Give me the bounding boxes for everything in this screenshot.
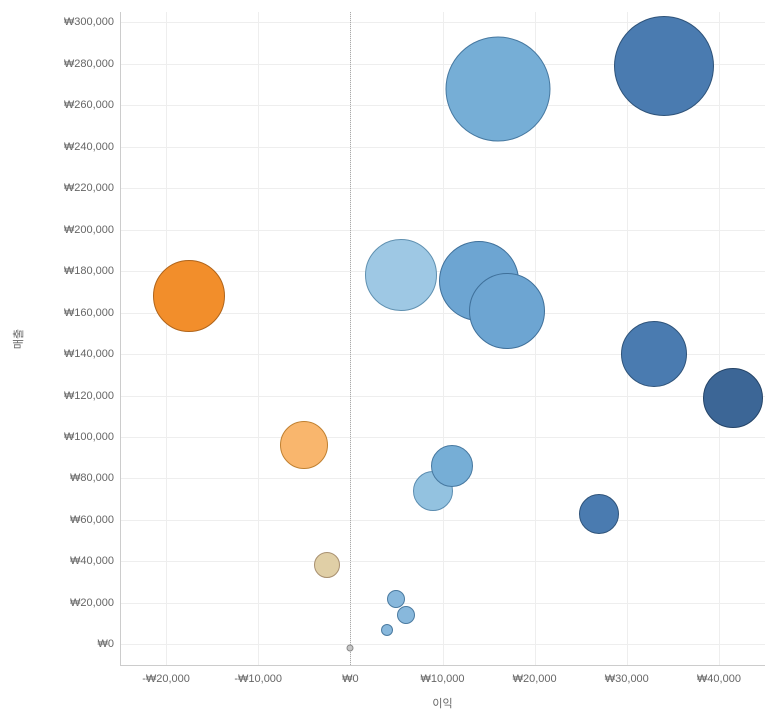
x-tick-label: ₩10,000 bbox=[420, 673, 464, 685]
y-tick-label: ₩180,000 bbox=[64, 265, 114, 277]
y-tick-label: ₩200,000 bbox=[64, 224, 114, 236]
y-axis-line bbox=[120, 12, 121, 665]
y-tick-label: ₩0 bbox=[98, 638, 115, 650]
x-tick-label: ₩0 bbox=[342, 673, 359, 685]
x-tick-label: -₩10,000 bbox=[234, 673, 282, 685]
x-tick-label: ₩20,000 bbox=[513, 673, 557, 685]
gridline-vertical bbox=[443, 12, 444, 665]
y-tick-label: ₩120,000 bbox=[64, 390, 114, 402]
y-tick-label: ₩160,000 bbox=[64, 307, 114, 319]
gridline-vertical bbox=[719, 12, 720, 665]
y-tick-label: ₩280,000 bbox=[64, 58, 114, 70]
bubble-point[interactable] bbox=[397, 606, 415, 624]
bubble-chart: 매출 이익 ₩0 ₩20,000 ₩40,000 ₩60,000 ₩80,000 ₩100… bbox=[0, 0, 773, 721]
y-tick-label: ₩300,000 bbox=[64, 16, 114, 28]
bubble-point[interactable] bbox=[381, 624, 393, 636]
y-tick-label: ₩140,000 bbox=[64, 348, 114, 360]
y-tick-label: ₩100,000 bbox=[64, 431, 114, 443]
y-tick-label: ₩40,000 bbox=[70, 555, 114, 567]
bubble-point[interactable] bbox=[703, 368, 763, 428]
y-tick-label: ₩20,000 bbox=[70, 597, 114, 609]
gridline-vertical bbox=[166, 12, 167, 665]
bubble-point[interactable] bbox=[614, 16, 714, 116]
y-tick-label: ₩60,000 bbox=[70, 514, 114, 526]
y-tick-label: ₩220,000 bbox=[64, 182, 114, 194]
bubble-point[interactable] bbox=[579, 494, 619, 534]
x-axis-line bbox=[120, 665, 765, 666]
x-tick-label: ₩40,000 bbox=[697, 673, 741, 685]
y-tick-label: ₩80,000 bbox=[70, 472, 114, 484]
bubble-point[interactable] bbox=[347, 645, 354, 652]
bubble-point[interactable] bbox=[387, 590, 405, 608]
bubble-point[interactable] bbox=[431, 445, 473, 487]
y-axis-title: 매출 bbox=[10, 328, 26, 348]
gridline-vertical bbox=[258, 12, 259, 665]
bubble-point[interactable] bbox=[280, 421, 328, 469]
x-axis-title: 이익 bbox=[432, 695, 452, 711]
bubble-point[interactable] bbox=[469, 273, 545, 349]
y-tick-label: ₩240,000 bbox=[64, 141, 114, 153]
x-tick-label: ₩30,000 bbox=[605, 673, 649, 685]
bubble-point[interactable] bbox=[153, 260, 225, 332]
y-tick-label: ₩260,000 bbox=[64, 99, 114, 111]
bubble-point[interactable] bbox=[365, 239, 437, 311]
bubble-point[interactable] bbox=[621, 321, 687, 387]
zero-reference-line bbox=[350, 12, 351, 665]
x-tick-label: -₩20,000 bbox=[142, 673, 190, 685]
bubble-point[interactable] bbox=[314, 552, 340, 578]
bubble-point[interactable] bbox=[445, 36, 550, 141]
